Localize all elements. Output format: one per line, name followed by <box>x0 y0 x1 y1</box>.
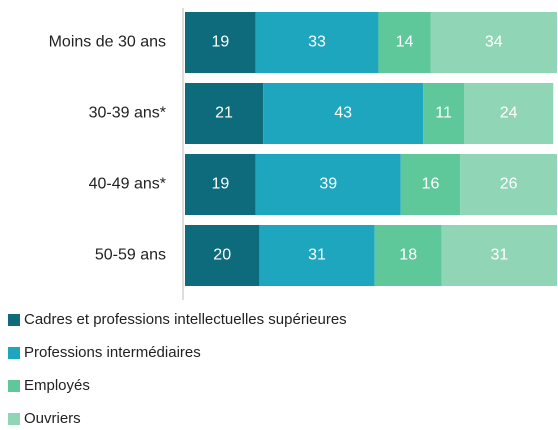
bar-segment <box>185 225 260 286</box>
bar-segment <box>374 225 442 286</box>
value-label: 19 <box>211 34 229 51</box>
value-label: 34 <box>485 34 503 51</box>
bar-segment <box>378 12 431 73</box>
legend-label: Employés <box>24 377 90 394</box>
legend-swatch <box>8 347 20 359</box>
legend-label: Professions intermédiaires <box>24 344 201 361</box>
value-label: 14 <box>396 34 414 51</box>
bar-segment <box>400 154 461 215</box>
value-label: 31 <box>308 247 326 264</box>
value-label: 11 <box>435 105 452 122</box>
legend-label: Cadres et professions intellectuelles su… <box>24 311 347 328</box>
value-label: 31 <box>490 247 508 264</box>
value-label: 16 <box>422 176 440 193</box>
bar-segment <box>464 83 554 144</box>
bar-segment <box>185 83 264 144</box>
category-label: 40-49 ans* <box>89 176 166 193</box>
bar-segment <box>423 83 464 144</box>
bar-segment <box>185 12 256 73</box>
value-label: 39 <box>319 176 337 193</box>
legend-swatch <box>8 314 20 326</box>
category-label: 50-59 ans <box>95 247 166 264</box>
value-label: 26 <box>500 176 518 193</box>
value-label: 43 <box>334 105 352 122</box>
value-label: 18 <box>399 247 417 264</box>
bar-segment <box>259 225 375 286</box>
value-label: 33 <box>308 34 326 51</box>
bar-segment <box>460 154 557 215</box>
bar-segment <box>185 154 256 215</box>
value-label: 20 <box>213 247 231 264</box>
bar-segment <box>255 154 401 215</box>
legend-label: Ouvriers <box>24 410 81 427</box>
bar-segment <box>263 83 424 144</box>
bar-segment <box>430 12 557 73</box>
category-label: Moins de 30 ans <box>49 34 166 51</box>
legend-swatch <box>8 380 20 392</box>
bar-segment <box>255 12 379 73</box>
value-label: 21 <box>215 105 233 122</box>
category-label: 30-39 ans* <box>89 105 166 122</box>
legend-swatch <box>8 413 20 425</box>
value-label: 24 <box>500 105 518 122</box>
bar-segment <box>441 225 557 286</box>
value-label: 19 <box>211 176 229 193</box>
